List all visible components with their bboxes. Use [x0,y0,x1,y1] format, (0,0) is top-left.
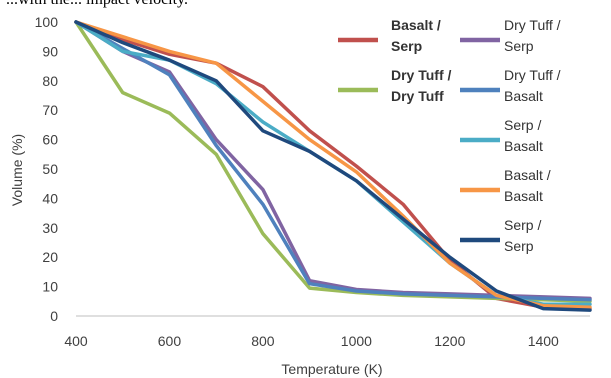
series-line-2 [74,20,592,301]
x-tick-label: 600 [158,333,182,349]
legend-label: Basalt / Basalt [504,167,551,204]
legend-label: Basalt / Serp [391,17,441,54]
y-tick-label: 40 [42,190,58,206]
y-tick-label: 0 [50,308,58,324]
y-tick-label: 60 [42,132,58,148]
legend-label: Dry Tuff / Serp [504,17,561,54]
y-tick-label: 90 [42,43,58,59]
legend-label: Dry Tuff / Basalt [504,67,561,104]
chart-series [74,20,592,312]
x-axis-label: Temperature (K) [281,361,382,377]
y-tick-label: 10 [42,279,58,295]
legend-label: Serp / Serp [504,217,541,254]
legend-label: Serp / Basalt [504,117,543,154]
x-tick-label: 1200 [434,333,465,349]
x-tick-label: 1400 [528,333,559,349]
chart-axes: 0 10 20 30 40 50 60 70 80 90 100 400 600 800 1000 1200 1… [35,14,590,349]
x-tick-label: 1000 [341,333,372,349]
y-tick-label: 50 [42,161,58,177]
x-tick-label: 400 [64,333,88,349]
y-tick-label: 70 [42,102,58,118]
series-line-6 [74,20,592,312]
x-tick-label: 800 [251,333,275,349]
chart-legend: Basalt / Serp Dry Tuff / Dry Tuff Dry Tuff /… [338,17,561,254]
y-tick-label: 20 [42,249,58,265]
y-tick-label: 80 [42,73,58,89]
series-line-5 [74,20,592,309]
series-line-3 [74,20,592,302]
y-tick-label: 30 [42,220,58,236]
legend-label: Dry Tuff / Dry Tuff [391,67,452,104]
y-tick-label: 100 [35,14,59,30]
y-axis-label: Volume (%) [9,134,25,206]
caption-fragment: ...with the... impact velocity. [6,0,188,9]
